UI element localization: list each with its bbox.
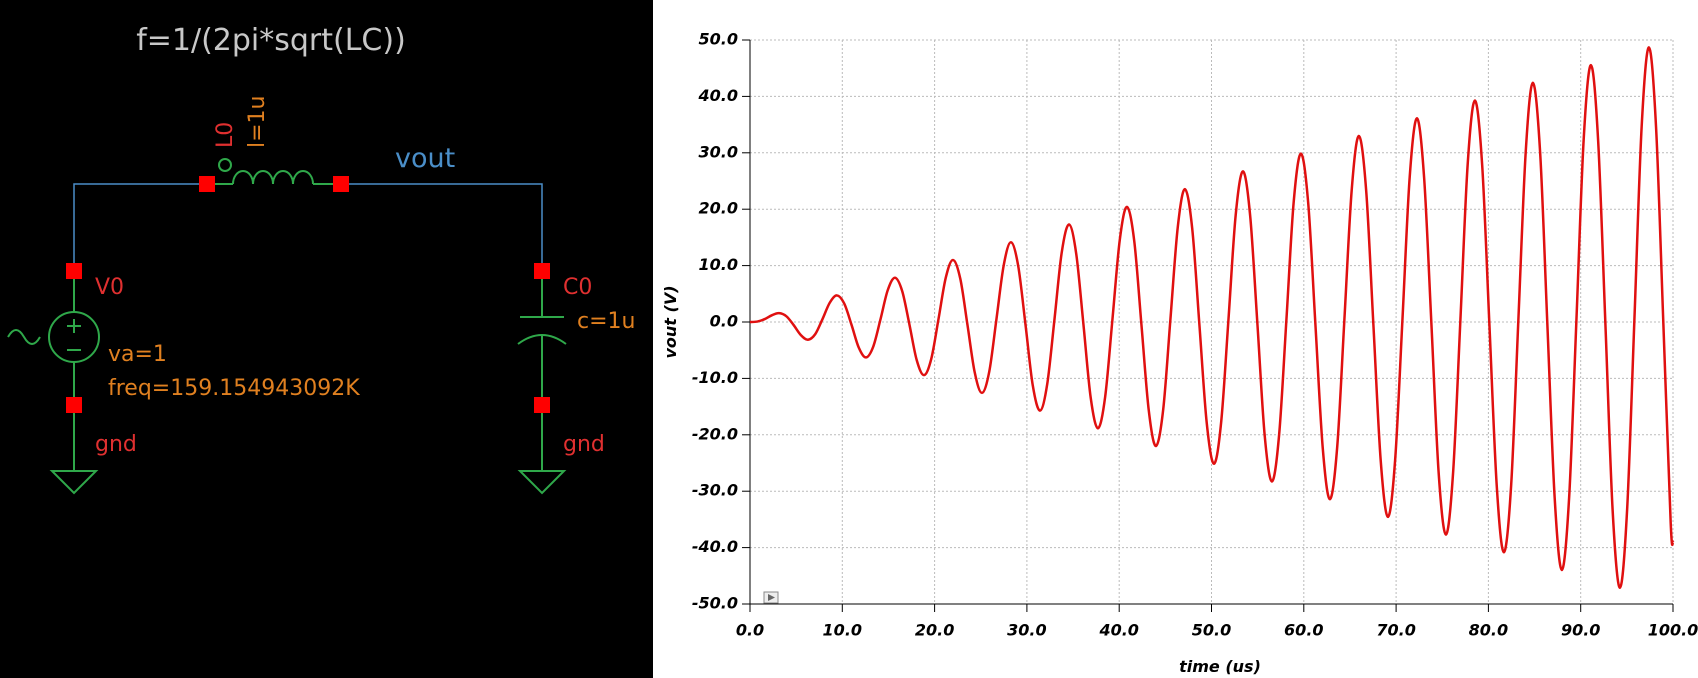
x-tick-label: 60.0	[1284, 621, 1323, 640]
x-tick-label: 100.0	[1648, 621, 1698, 640]
ground-label: gnd	[95, 432, 137, 457]
y-tick-label: -20.0	[692, 424, 738, 443]
y-axis-label: vout (V)	[661, 285, 680, 358]
y-tick-label: 30.0	[699, 142, 738, 161]
inductor-name: L0	[213, 122, 238, 148]
source-freq: freq=159.154943092K	[108, 376, 360, 401]
wire	[341, 183, 543, 271]
y-tick-label: 20.0	[699, 199, 738, 218]
capacitor-value: c=1u	[577, 309, 635, 334]
x-tick-label: 90.0	[1561, 621, 1600, 640]
x-tick-label: 30.0	[1007, 621, 1046, 640]
y-tick-label: -40.0	[692, 537, 738, 556]
y-tick-label: 10.0	[699, 255, 738, 274]
schematic: f=1/(2pi*sqrt(LC)) L0 l=1u vout V0 va=1 …	[7, 23, 635, 495]
source-name: V0	[95, 275, 124, 300]
net-label: vout	[395, 143, 455, 174]
inductor-value: l=1u	[245, 96, 270, 149]
x-tick-label: 40.0	[1098, 621, 1138, 640]
x-tick-label: 20.0	[915, 621, 954, 640]
x-tick-label: 50.0	[1192, 621, 1231, 640]
equation: f=1/(2pi*sqrt(LC))	[136, 23, 406, 58]
y-tick-label: 40.0	[698, 86, 738, 105]
x-tick-label: 80.0	[1469, 621, 1508, 640]
play-icon[interactable]	[763, 591, 779, 604]
ground	[49, 405, 567, 495]
x-tick-label: 70.0	[1376, 621, 1415, 640]
x-tick-label: 10.0	[823, 621, 862, 640]
y-tick-label: -10.0	[692, 368, 738, 387]
capacitor-name: C0	[563, 275, 592, 300]
y-tick-label: -30.0	[692, 481, 738, 500]
y-tick-label: -50.0	[692, 594, 738, 613]
x-tick-label: 0.0	[736, 621, 764, 640]
schematic-panel	[0, 0, 653, 678]
ground-label: gnd	[563, 432, 605, 457]
y-tick-label: 0.0	[710, 312, 738, 331]
wire	[73, 183, 207, 271]
source-amplitude: va=1	[108, 342, 167, 367]
pins	[66, 176, 550, 413]
series-line	[749, 46, 1675, 590]
y-tick-label: 50.0	[699, 30, 738, 49]
x-axis-label: time (us)	[1179, 657, 1261, 676]
